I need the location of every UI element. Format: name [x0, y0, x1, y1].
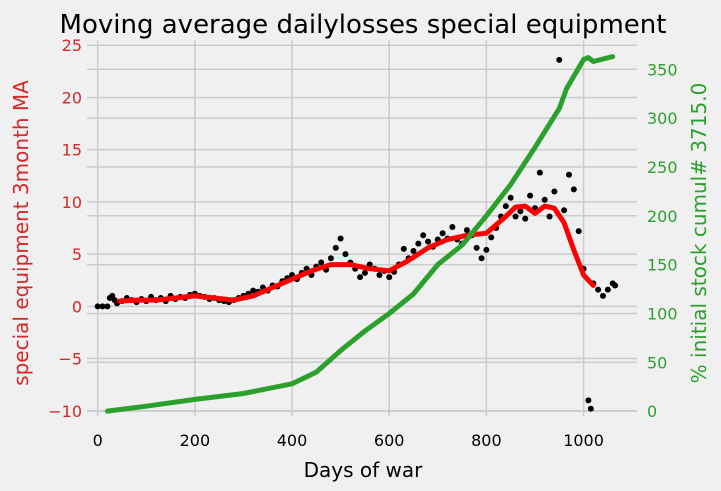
- y-left-tick-label: 20: [62, 88, 82, 107]
- y-left-axis-ticks: −10 −5 0 5 10 15 20 25: [48, 36, 82, 421]
- y-right-tick-label: 350: [647, 60, 678, 79]
- y-right-tick-label: 250: [647, 158, 678, 177]
- scatter-point: [449, 223, 456, 230]
- y-right-axis-label: % initial stock cumul# 3715.0: [687, 83, 711, 384]
- scatter-point: [483, 246, 490, 253]
- y-left-tick-label: 25: [62, 36, 82, 55]
- scatter-point: [478, 255, 485, 262]
- scatter-point: [439, 230, 446, 237]
- chart-title: Moving average dailylosses special equip…: [60, 10, 667, 40]
- x-axis-ticks: 0 200 400 600 800 1000: [93, 431, 604, 450]
- cumulative-line: [104, 54, 616, 414]
- scatter-point: [425, 238, 432, 245]
- moving-average-line: [117, 203, 596, 304]
- scatter-point: [517, 208, 524, 215]
- scatter-point: [361, 269, 368, 276]
- scatter-point: [415, 240, 422, 247]
- scatter-point: [420, 232, 427, 239]
- cumulative-series: [104, 54, 616, 414]
- x-tick-label: 200: [180, 431, 211, 450]
- x-tick-label: 800: [471, 431, 502, 450]
- scatter-point: [342, 251, 349, 258]
- scatter-point: [327, 255, 334, 262]
- scatter-point: [604, 286, 611, 293]
- y-left-tick-label: −5: [58, 350, 82, 369]
- scatter-point: [612, 282, 619, 289]
- scatter-point: [507, 194, 514, 201]
- scatter-point: [546, 213, 553, 220]
- scatter-point: [502, 203, 509, 210]
- scatter-point: [400, 245, 407, 252]
- scatter-point: [522, 215, 529, 222]
- scatter-point: [561, 207, 568, 214]
- scatter-point: [551, 188, 558, 195]
- scatter-point: [565, 171, 572, 178]
- y-right-tick-label: 150: [647, 256, 678, 275]
- x-tick-label: 600: [374, 431, 405, 450]
- scatter-point: [332, 244, 339, 251]
- scatter-point: [376, 272, 383, 278]
- x-axis-label: Days of war: [304, 458, 424, 482]
- scatter-point: [599, 292, 606, 299]
- scatter-point: [587, 405, 594, 412]
- scatter-point: [463, 227, 470, 234]
- y-left-tick-label: 10: [62, 193, 82, 212]
- y-right-tick-label: 100: [647, 304, 678, 323]
- scatter-point: [337, 235, 344, 242]
- scatter-point: [585, 397, 592, 404]
- y-left-axis-label: special equipment 3month MA: [9, 80, 33, 386]
- y-right-tick-label: 200: [647, 207, 678, 226]
- scatter-point: [104, 303, 111, 310]
- scatter-point: [99, 303, 106, 310]
- y-right-tick-label: 300: [647, 109, 678, 128]
- y-left-tick-label: 5: [72, 245, 82, 264]
- x-tick-label: 0: [93, 431, 103, 450]
- y-left-tick-label: 15: [62, 141, 82, 160]
- scatter-point: [410, 247, 417, 254]
- scatter-point: [318, 259, 325, 266]
- scatter-point: [595, 286, 602, 293]
- y-right-tick-label: 0: [647, 402, 657, 421]
- scatter-point: [488, 234, 495, 241]
- x-tick-label: 1000: [563, 431, 604, 450]
- scatter-point: [575, 228, 582, 235]
- scatter-point: [556, 56, 563, 63]
- scatter-point: [512, 213, 519, 220]
- scatter-point: [536, 169, 543, 176]
- y-right-axis-ticks: 0 50 100 150 200 250 300 350: [647, 60, 678, 421]
- plot-area: [87, 40, 637, 416]
- scatter-point: [473, 244, 480, 251]
- scatter-point: [541, 196, 548, 203]
- scatter-point: [527, 192, 534, 199]
- scatter-point: [570, 186, 577, 193]
- scatter-point: [250, 287, 257, 294]
- scatter-point: [386, 274, 393, 281]
- y-left-tick-label: 0: [72, 297, 82, 316]
- x-tick-label: 400: [277, 431, 308, 450]
- scatter-point: [94, 303, 101, 310]
- y-left-tick-label: −10: [48, 402, 82, 421]
- scatter-point: [357, 274, 364, 281]
- y-right-tick-label: 50: [647, 353, 667, 372]
- moving-average-series: [117, 203, 596, 304]
